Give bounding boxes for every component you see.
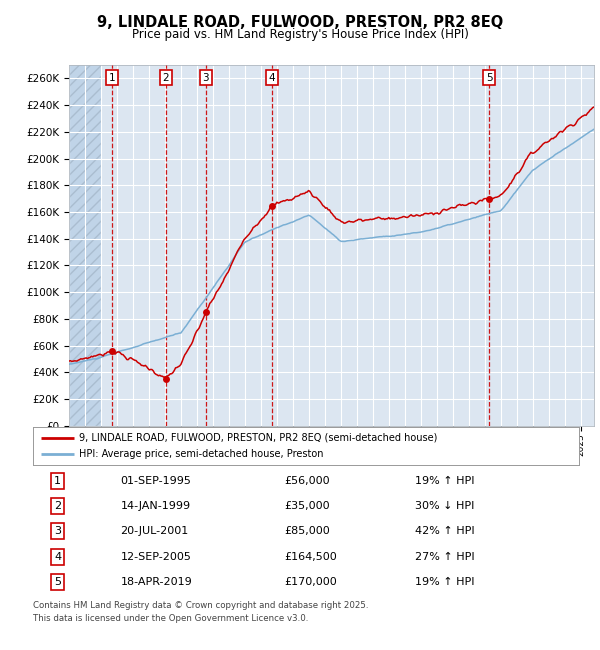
Text: 3: 3 (54, 526, 61, 536)
Text: 5: 5 (486, 73, 493, 83)
Text: 12-SEP-2005: 12-SEP-2005 (121, 552, 191, 562)
Text: 9, LINDALE ROAD, FULWOOD, PRESTON, PR2 8EQ (semi-detached house): 9, LINDALE ROAD, FULWOOD, PRESTON, PR2 8… (79, 433, 438, 443)
Text: 3: 3 (202, 73, 209, 83)
Text: £85,000: £85,000 (284, 526, 330, 536)
Text: 1: 1 (54, 476, 61, 486)
Text: 01-SEP-1995: 01-SEP-1995 (121, 476, 191, 486)
Text: HPI: Average price, semi-detached house, Preston: HPI: Average price, semi-detached house,… (79, 449, 324, 459)
Text: £170,000: £170,000 (284, 577, 337, 587)
Text: 19% ↑ HPI: 19% ↑ HPI (415, 476, 475, 486)
Text: 42% ↑ HPI: 42% ↑ HPI (415, 526, 475, 536)
Text: £35,000: £35,000 (284, 501, 330, 511)
Text: 9, LINDALE ROAD, FULWOOD, PRESTON, PR2 8EQ: 9, LINDALE ROAD, FULWOOD, PRESTON, PR2 8… (97, 15, 503, 31)
Text: 2: 2 (162, 73, 169, 83)
Text: Contains HM Land Registry data © Crown copyright and database right 2025.
This d: Contains HM Land Registry data © Crown c… (33, 601, 368, 623)
Text: £56,000: £56,000 (284, 476, 330, 486)
Text: 30% ↓ HPI: 30% ↓ HPI (415, 501, 475, 511)
Text: 1: 1 (109, 73, 115, 83)
Text: 4: 4 (269, 73, 275, 83)
Text: 19% ↑ HPI: 19% ↑ HPI (415, 577, 475, 587)
Text: £164,500: £164,500 (284, 552, 337, 562)
Text: Price paid vs. HM Land Registry's House Price Index (HPI): Price paid vs. HM Land Registry's House … (131, 28, 469, 41)
Text: 4: 4 (54, 552, 61, 562)
Text: 18-APR-2019: 18-APR-2019 (121, 577, 192, 587)
Text: 14-JAN-1999: 14-JAN-1999 (121, 501, 190, 511)
Text: 20-JUL-2001: 20-JUL-2001 (121, 526, 188, 536)
Text: 27% ↑ HPI: 27% ↑ HPI (415, 552, 475, 562)
Text: 5: 5 (54, 577, 61, 587)
Text: 2: 2 (54, 501, 61, 511)
